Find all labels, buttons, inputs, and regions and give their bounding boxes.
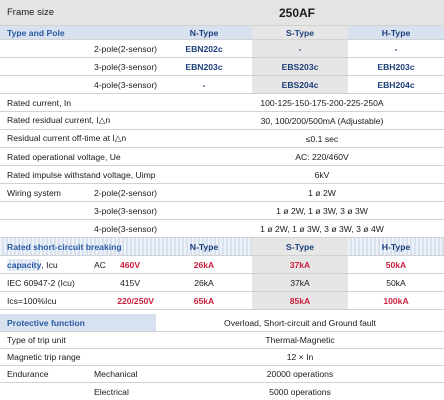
capacity-s: 37kA xyxy=(252,274,348,291)
residual-current-value: 30, 100/200/500mA (Adjustable) xyxy=(260,115,384,126)
col-n-type: N-Type xyxy=(189,27,219,38)
wiring-label: Wiring system xyxy=(7,187,61,198)
endurance-mech-row: Endurance Mechanical 20000 operations xyxy=(0,366,444,383)
wiring-row: 4-pole(3-sensor) 1 ø 2W, 1 ø 3W, 3 ø 3W,… xyxy=(0,220,444,238)
residual-current-label: Rated residual current, I△n xyxy=(7,115,111,125)
capacity-label: capacity, Icu xyxy=(0,256,90,273)
rated-current-row: Rated current, In 100-125-150-175-200-22… xyxy=(0,94,444,112)
model-h: EBH204c xyxy=(377,79,415,90)
model-n: EBN202c xyxy=(185,43,223,54)
frame-size-value: 250AF xyxy=(278,5,316,20)
magnetic-range-label: Magnetic trip range xyxy=(7,352,81,362)
protective-row: Protective function Overload, Short-circ… xyxy=(0,314,444,332)
off-time-value: ≤0.1 sec xyxy=(305,133,339,144)
capacity-h: 50kA xyxy=(385,259,407,270)
capacity-s: 37kA xyxy=(252,256,348,273)
wiring-value: 1 ø 2W xyxy=(308,187,336,198)
model-s: - xyxy=(252,40,348,57)
rated-current-value: 100-125-150-175-200-225-250A xyxy=(260,97,384,108)
mechanical-label: Mechanical xyxy=(94,369,138,379)
op-voltage-row: Rated operational voltage, Ue AC: 220/46… xyxy=(0,148,444,166)
pole-label: 3-pole(3-sensor) xyxy=(94,61,158,72)
voltage-value: 220/250V xyxy=(117,295,154,306)
wiring-value: 1 ø 2W, 1 ø 3W, 3 ø 3W xyxy=(276,205,368,216)
breaking-header: Rated short-circuit breaking N-Type S-Ty… xyxy=(0,238,444,256)
capacity-word: capacity xyxy=(7,258,42,271)
endurance-label: Endurance xyxy=(7,369,49,379)
capacity-n: 65kA xyxy=(193,295,215,306)
capacity-h: 50kA xyxy=(386,277,406,288)
breaking-row-220v: Ics=100%Icu 220/250V 65kA 85kA 100kA xyxy=(0,292,444,310)
wiring-row: 3-pole(3-sensor) 1 ø 2W, 1 ø 3W, 3 ø 3W xyxy=(0,202,444,220)
wiring-pole: 4-pole(3-sensor) xyxy=(94,223,158,234)
type-pole-title: Type and Pole xyxy=(7,27,65,38)
trip-unit-row: Type of trip unit Thermal-Magnetic xyxy=(0,332,444,349)
endurance-elec-row: Electrical 5000 operations xyxy=(0,383,444,400)
off-time-row: Residual current off-time at I△n ≤0.1 se… xyxy=(0,130,444,148)
trip-unit-label: Type of trip unit xyxy=(7,335,66,345)
breaking-row-460v: capacity, Icu AC 460V 26kA 37kA 50kA xyxy=(0,256,444,274)
protective-title: Protective function xyxy=(0,314,156,331)
impulse-row: Rated impulse withstand voltage, Uimp 6k… xyxy=(0,166,444,184)
rated-current-label: Rated current, In xyxy=(7,97,72,108)
model-n: - xyxy=(202,79,206,90)
col-s-type: S-Type xyxy=(252,26,348,39)
breaking-row-415v: IEC 60947-2 (Icu) 415V 26kA 37kA 50kA xyxy=(0,274,444,292)
pole-label: 2-pole(2-sensor) xyxy=(94,43,158,54)
capacity-h: 100kA xyxy=(383,295,409,306)
mechanical-value: 20000 operations xyxy=(266,369,334,379)
col-s-type: S-Type xyxy=(252,238,348,255)
ac-label: AC xyxy=(94,259,106,270)
wiring-pole: 3-pole(3-sensor) xyxy=(94,205,158,216)
impulse-label: Rated impulse withstand voltage, Uimp xyxy=(7,169,156,180)
op-voltage-value: AC: 220/460V xyxy=(295,151,349,162)
pole-label: 4-pole(3-sensor) xyxy=(94,79,158,90)
trip-unit-value: Thermal-Magnetic xyxy=(265,335,335,345)
voltage-value: 415V xyxy=(120,277,141,288)
wiring-value: 1 ø 2W, 1 ø 3W, 3 ø 3W, 3 ø 4W xyxy=(260,223,384,234)
model-n: EBN203c xyxy=(185,61,223,72)
col-h-type: H-Type xyxy=(381,241,411,252)
frame-size-row: Frame size 250AF xyxy=(0,0,444,26)
off-time-label: Residual current off-time at I△n xyxy=(7,133,127,143)
breaking-title: Rated short-circuit breaking xyxy=(7,241,122,252)
model-h: - xyxy=(394,43,398,54)
magnetic-range-value: 12 × In xyxy=(286,352,314,362)
model-h: EBH203c xyxy=(377,61,415,72)
electrical-value: 5000 operations xyxy=(269,386,331,397)
capacity-n: 26kA xyxy=(194,277,214,288)
model-s: EBS204c xyxy=(252,76,348,93)
magnetic-range-row: Magnetic trip range 12 × In xyxy=(0,349,444,366)
model-s: EBS203c xyxy=(252,58,348,75)
capacity-s: 85kA xyxy=(252,292,348,309)
ics-label: Ics=100%Icu xyxy=(7,295,57,306)
col-n-type: N-Type xyxy=(189,241,219,252)
voltage-value: 460V xyxy=(120,259,141,270)
protective-value: Overload, Short-circuit and Ground fault xyxy=(224,317,376,328)
op-voltage-label: Rated operational voltage, Ue xyxy=(7,151,121,162)
pole-row: 2-pole(2-sensor) EBN202c - - xyxy=(0,40,444,58)
col-h-type: H-Type xyxy=(381,27,411,38)
frame-size-label: Frame size xyxy=(7,7,54,18)
iec-label: IEC 60947-2 (Icu) xyxy=(7,277,75,288)
pole-row: 4-pole(3-sensor) - EBS204c EBH204c xyxy=(0,76,444,94)
electrical-label: Electrical xyxy=(94,386,129,397)
type-pole-header: Type and Pole N-Type S-Type H-Type xyxy=(0,26,444,40)
wiring-row: Wiring system 2-pole(2-sensor) 1 ø 2W xyxy=(0,184,444,202)
capacity-n: 26kA xyxy=(193,259,215,270)
pole-row: 3-pole(3-sensor) EBN203c EBS203c EBH203c xyxy=(0,58,444,76)
wiring-pole: 2-pole(2-sensor) xyxy=(94,187,158,198)
residual-current-row: Rated residual current, I△n 30, 100/200/… xyxy=(0,112,444,130)
icu-suffix: , Icu xyxy=(41,259,58,270)
impulse-value: 6kV xyxy=(314,169,330,180)
